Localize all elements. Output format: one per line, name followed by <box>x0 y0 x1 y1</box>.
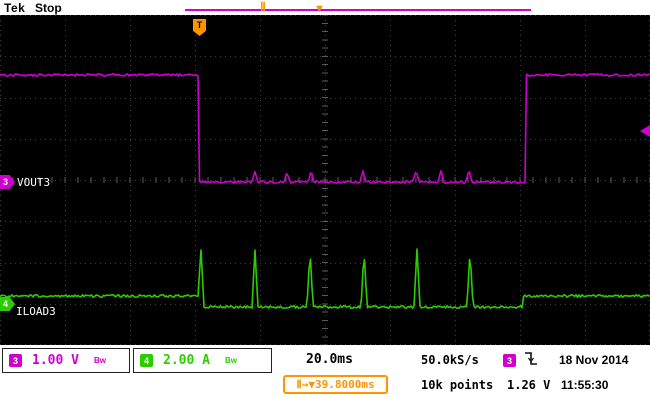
bottom-readout-bar: 3 1.00 V Bw 4 2.00 A Bw 20.0ms 50.0kS/s … <box>0 345 650 402</box>
timebase-readout: 20.0ms <box>306 352 353 367</box>
trigger-level-readout: 1.26 V <box>507 378 551 392</box>
sample-rate-readout: 50.0kS/s <box>421 353 479 367</box>
ch4-waveform-label: ILOAD3 <box>16 305 56 318</box>
trigger-source-badge: 3 <box>503 354 516 367</box>
expansion-point-marker-icon: ▼ <box>314 3 325 15</box>
trace-iload3 <box>0 248 650 310</box>
ch3-position-marker-icon: 3 <box>0 175 15 189</box>
delay-readout-box: Ⅱ→▼39.8000ms <box>283 375 388 394</box>
ch4-vertical-scale: 2.00 A <box>163 353 210 368</box>
delay-reference-marker-icon: Ⅱ <box>260 0 266 14</box>
date-readout: 18 Nov 2014 <box>559 353 629 367</box>
trigger-level-arrow-icon <box>640 125 650 137</box>
ch3-badge: 3 <box>9 354 22 367</box>
falling-edge-trigger-icon <box>525 352 537 365</box>
ch3-waveform-label: VOUT3 <box>17 176 51 189</box>
time-readout: 11:55:30 <box>561 378 609 392</box>
ch4-readout-box: 4 2.00 A Bw <box>133 348 272 373</box>
ch4-bandwidth-limit-icon: Bw <box>224 356 237 365</box>
ch4-badge: 4 <box>140 354 153 367</box>
waveform-display: T 3 VOUT3 4 ILOAD3 <box>0 15 650 345</box>
trace-vout3 <box>0 73 650 184</box>
tek-logo: Tek <box>4 1 26 15</box>
waveform-traces <box>0 73 650 310</box>
acquisition-status: Stop <box>35 1 62 15</box>
trigger-position-flag-icon: T <box>193 19 206 36</box>
ch3-bandwidth-limit-icon: Bw <box>93 356 106 365</box>
scope-graticule <box>0 15 650 345</box>
delay-time-readout: Ⅱ→▼39.8000ms <box>296 378 375 391</box>
record-length-readout: 10k points <box>421 378 494 392</box>
ch3-vertical-scale: 1.00 V <box>32 353 79 368</box>
top-status-strip: Tek Stop Ⅱ ▼ <box>0 0 650 15</box>
ch3-readout-box: 3 1.00 V Bw <box>2 348 130 373</box>
record-view-bar <box>185 9 531 11</box>
ch4-position-marker-icon: 4 <box>0 297 15 311</box>
